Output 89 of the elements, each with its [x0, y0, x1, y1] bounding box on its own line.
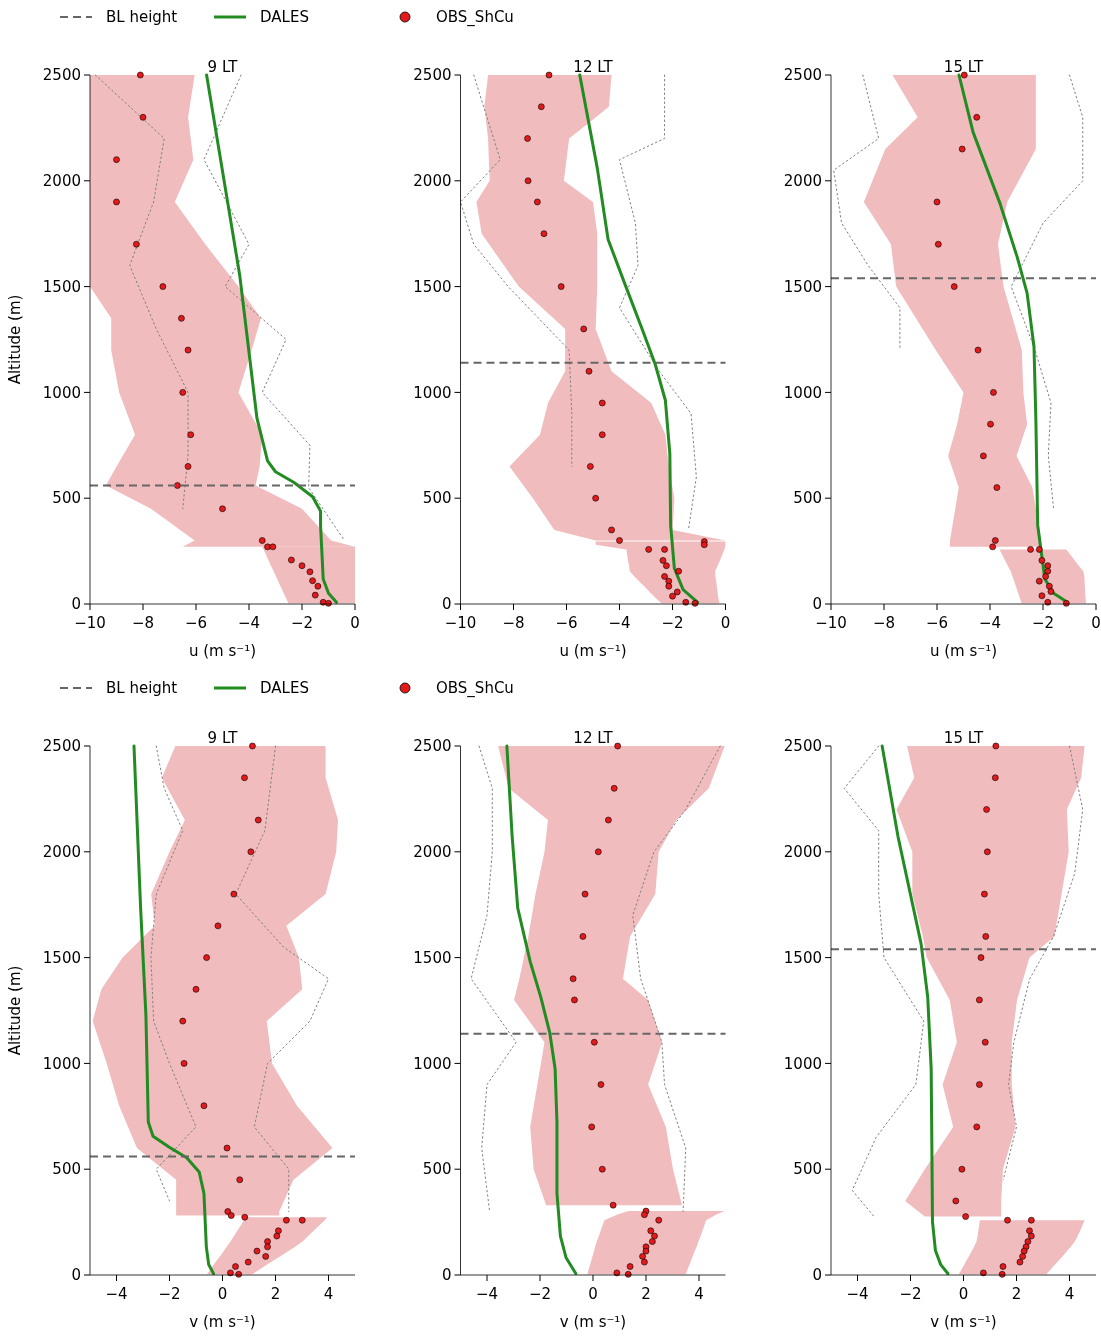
- x-tick-label: −10: [444, 614, 477, 632]
- y-tick-label: 2500: [413, 737, 452, 756]
- x-axis-title: u (m s⁻¹): [559, 642, 627, 660]
- y-tick-label: 500: [793, 1160, 822, 1179]
- y-tick-label: 0: [71, 595, 81, 614]
- x-tick-label: −8: [872, 614, 896, 632]
- y-tick-label: 0: [71, 1266, 81, 1285]
- y-tick-label: 1500: [413, 948, 452, 967]
- x-tick-label: −4: [475, 1285, 499, 1303]
- x-tick-label: 0: [588, 1285, 598, 1303]
- chart-title: 15 LT: [943, 729, 984, 747]
- y-tick-label: 0: [441, 1266, 452, 1285]
- x-tick-label: 0: [720, 614, 731, 632]
- x-tick-label: −8: [502, 614, 525, 632]
- x-tick-label: −2: [1031, 614, 1055, 632]
- y-tick-label: 2000: [783, 843, 822, 862]
- x-tick-label: −10: [815, 614, 847, 632]
- legend-label: DALES: [260, 679, 309, 698]
- chart-title: 12 LT: [573, 729, 614, 747]
- x-tick-label: −8: [131, 614, 155, 632]
- y-tick-label: 1500: [413, 277, 452, 296]
- y-tick-label: 1000: [413, 383, 452, 402]
- y-tick-label: 2000: [42, 843, 81, 862]
- x-tick-label: −2: [661, 614, 684, 632]
- y-tick-label: 2500: [42, 66, 81, 85]
- y-tick-label: 2500: [783, 737, 822, 756]
- x-tick-label: −4: [237, 614, 261, 632]
- chart-title: 12 LT: [573, 58, 614, 76]
- y-tick-label: 1500: [42, 948, 81, 967]
- x-tick-label: 2: [641, 1285, 651, 1303]
- legend-label: DALES: [260, 8, 309, 27]
- y-tick-label: 1500: [42, 277, 81, 296]
- legend-label: BL height: [106, 679, 178, 698]
- chart-title: 9 LT: [207, 58, 239, 76]
- x-tick-label: 4: [1064, 1285, 1075, 1303]
- x-tick-label: −4: [846, 1285, 869, 1303]
- x-tick-label: 2: [1011, 1285, 1022, 1303]
- y-tick-label: 2000: [413, 172, 452, 191]
- x-tick-label: −10: [74, 614, 106, 632]
- legend-label: OBS_ShCu: [436, 679, 514, 699]
- chart-title: 9 LT: [207, 729, 239, 747]
- y-tick-label: 2500: [783, 66, 822, 85]
- x-tick-label: 2: [270, 1285, 281, 1303]
- x-tick-label: −4: [608, 614, 631, 632]
- x-tick-label: −2: [290, 614, 314, 632]
- x-axis-title: v (m s⁻¹): [189, 1313, 256, 1331]
- y-tick-label: 1500: [783, 948, 822, 967]
- x-tick-label: −6: [925, 614, 949, 632]
- y-tick-label: 2000: [42, 172, 81, 191]
- y-tick-label: 2500: [42, 737, 81, 756]
- y-tick-label: 500: [422, 489, 452, 508]
- y-tick-label: 0: [441, 595, 452, 614]
- x-tick-label: −6: [555, 614, 578, 632]
- x-tick-label: −2: [899, 1285, 922, 1303]
- y-tick-label: 1000: [42, 383, 81, 402]
- legend-label: OBS_ShCu: [436, 8, 514, 28]
- y-tick-label: 1000: [783, 1054, 822, 1073]
- chart-title: 15 LT: [943, 58, 984, 76]
- x-tick-label: −4: [105, 1285, 128, 1303]
- x-tick-label: −2: [528, 1285, 552, 1303]
- y-tick-label: 2000: [413, 843, 452, 862]
- y-tick-label: 500: [52, 1160, 81, 1179]
- x-tick-label: 0: [958, 1285, 969, 1303]
- y-tick-label: 500: [793, 489, 822, 508]
- legend-label: BL height: [106, 8, 178, 27]
- x-tick-label: −4: [978, 614, 1002, 632]
- x-axis-title: u (m s⁻¹): [188, 642, 257, 660]
- y-tick-label: 500: [422, 1160, 452, 1179]
- x-tick-label: −6: [184, 614, 208, 632]
- y-tick-label: 2500: [413, 66, 452, 85]
- y-tick-label: 0: [812, 1266, 822, 1285]
- y-tick-label: 1500: [783, 277, 822, 296]
- x-axis-title: v (m s⁻¹): [559, 1313, 627, 1331]
- y-axis-title: Altitude (m): [6, 294, 24, 385]
- x-axis-title: u (m s⁻¹): [929, 642, 998, 660]
- y-tick-label: 1000: [413, 1054, 452, 1073]
- y-tick-label: 0: [812, 595, 822, 614]
- x-tick-label: −2: [158, 1285, 181, 1303]
- y-axis-title: Altitude (m): [6, 965, 24, 1056]
- x-tick-label: 4: [694, 1285, 704, 1303]
- y-tick-label: 2000: [783, 172, 822, 191]
- x-tick-label: 0: [217, 1285, 228, 1303]
- y-tick-label: 1000: [783, 383, 822, 402]
- y-tick-label: 1000: [42, 1054, 81, 1073]
- x-tick-label: 0: [350, 614, 360, 632]
- x-tick-label: 4: [323, 1285, 334, 1303]
- x-tick-label: 0: [1091, 614, 1101, 632]
- x-axis-title: v (m s⁻¹): [930, 1313, 997, 1331]
- y-tick-label: 500: [52, 489, 81, 508]
